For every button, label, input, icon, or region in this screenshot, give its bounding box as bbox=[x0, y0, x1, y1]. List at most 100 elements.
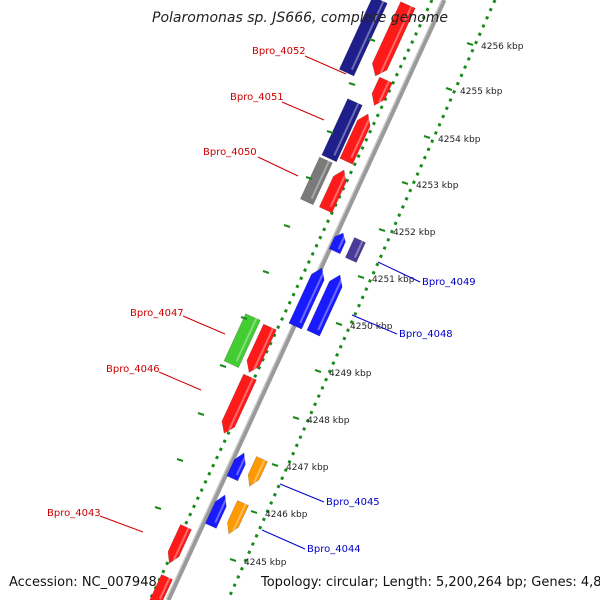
gene-leader-line bbox=[351, 314, 398, 335]
scale-tick bbox=[229, 558, 237, 562]
gene-feature-highlight bbox=[317, 275, 344, 331]
genome-summary-text: Topology: circular; Length: 5,200,264 bp… bbox=[261, 575, 600, 590]
gene-label[interactable]: Bpro_4047 bbox=[130, 308, 184, 319]
minor-tick bbox=[219, 364, 227, 368]
scale-tick bbox=[271, 463, 279, 467]
gene-feature-highlight bbox=[235, 453, 248, 476]
gene-leader-line bbox=[182, 315, 226, 335]
minor-tick bbox=[326, 130, 334, 134]
minor-tick bbox=[283, 224, 291, 228]
gene-feature-highlight bbox=[235, 318, 258, 362]
gene-feature-highlight bbox=[232, 503, 247, 531]
scale-label: 4253 kbp bbox=[416, 181, 459, 191]
gene-feature-highlight bbox=[158, 577, 171, 600]
gene-feature-navy[interactable] bbox=[338, 0, 388, 77]
scale-label: 4248 kbp bbox=[307, 416, 350, 426]
gene-feature-red[interactable] bbox=[371, 76, 393, 106]
scale-label: 4256 kbp bbox=[481, 42, 524, 52]
gene-features bbox=[149, 0, 416, 600]
gene-leader-line bbox=[158, 371, 202, 391]
gene-leader-line bbox=[279, 483, 325, 503]
gene-feature-blue[interactable] bbox=[288, 267, 325, 330]
scale-tick bbox=[401, 181, 409, 185]
outer-dotted-ring bbox=[148, 0, 434, 600]
scale-tick bbox=[335, 322, 343, 326]
scale-tick bbox=[314, 369, 322, 373]
minor-tick bbox=[348, 82, 356, 86]
gene-feature-highlight bbox=[350, 1, 385, 71]
scale-label: 4247 kbp bbox=[286, 463, 329, 473]
minor-tick bbox=[176, 458, 184, 462]
gene-feature-red[interactable] bbox=[167, 524, 192, 564]
gene-feature-highlight bbox=[379, 6, 413, 74]
gene-label[interactable]: Bpro_4052 bbox=[252, 46, 306, 57]
gene-feature-purple[interactable] bbox=[345, 237, 366, 263]
gene-leader-line bbox=[377, 261, 421, 283]
gene-feature-red[interactable] bbox=[339, 113, 371, 165]
scale-tick bbox=[292, 416, 300, 420]
accession-text: Accession: NC_007948 bbox=[9, 575, 157, 590]
scale-tick bbox=[378, 228, 386, 232]
scale-label: 4251 kbp bbox=[372, 275, 415, 285]
scale-ticks: 4256 kbp 4255 kbp 4254 kbp 4253 kbp 4252 kbp… bbox=[154, 38, 524, 568]
gene-feature-highlight bbox=[333, 103, 360, 156]
gene-feature-highlight bbox=[172, 527, 190, 561]
scale-tick bbox=[445, 87, 453, 91]
minor-tick bbox=[262, 270, 270, 274]
gene-feature-highlight bbox=[253, 327, 274, 370]
gene-feature-highlight bbox=[350, 114, 372, 159]
gene-label[interactable]: Bpro_4046 bbox=[106, 364, 160, 375]
gene-feature-highlight bbox=[329, 170, 348, 208]
inner-dotted-ring bbox=[226, 0, 497, 600]
gene-feature-red[interactable] bbox=[246, 323, 277, 373]
gene-label-layer: Bpro_4052 Bpro_4051 Bpro_4050 Bpro_4049 Bpro… bbox=[47, 46, 476, 555]
gene-label[interactable]: Bpro_4049 bbox=[422, 277, 476, 288]
minor-tick bbox=[368, 38, 376, 42]
gene-feature-orange[interactable] bbox=[247, 456, 268, 487]
gene-feature-navy[interactable] bbox=[321, 98, 363, 163]
gene-leader-line bbox=[99, 515, 144, 533]
gene-leader-line bbox=[281, 101, 325, 121]
gene-feature-gray[interactable] bbox=[300, 156, 333, 206]
gene-leader-line bbox=[257, 156, 299, 177]
gene-label[interactable]: Bpro_4045 bbox=[326, 497, 380, 508]
gene-leader-line bbox=[261, 529, 306, 550]
gene-feature-red[interactable] bbox=[371, 1, 416, 77]
scale-tick bbox=[250, 510, 258, 514]
scale-tick bbox=[357, 275, 365, 279]
minor-tick bbox=[154, 506, 162, 510]
gene-feature-blue[interactable] bbox=[226, 452, 246, 482]
scale-label: 4250 kbp bbox=[350, 322, 393, 332]
gene-feature-red[interactable] bbox=[221, 373, 257, 434]
gene-feature-red[interactable] bbox=[318, 169, 347, 214]
gene-feature-highlight bbox=[253, 459, 266, 484]
gene-feature-highlight bbox=[378, 80, 390, 103]
gene-label[interactable]: Bpro_4050 bbox=[203, 147, 257, 158]
gene-label[interactable]: Bpro_4043 bbox=[47, 508, 101, 519]
gene-feature-highlight bbox=[310, 160, 330, 200]
gene-feature-blue[interactable] bbox=[306, 274, 343, 337]
gene-feature-highlight bbox=[353, 240, 364, 259]
scale-label: 4252 kbp bbox=[393, 228, 436, 238]
gene-feature-green[interactable] bbox=[223, 313, 261, 368]
gene-label[interactable]: Bpro_4044 bbox=[307, 544, 361, 555]
gene-leader-line bbox=[304, 55, 347, 75]
minor-tick bbox=[197, 412, 205, 416]
scale-label: 4249 kbp bbox=[329, 369, 372, 379]
gene-feature-blue[interactable] bbox=[328, 232, 346, 255]
minor-tick bbox=[240, 316, 248, 320]
gene-label[interactable]: Bpro_4051 bbox=[230, 92, 284, 103]
scale-label: 4255 kbp bbox=[460, 87, 503, 97]
gene-feature-orange[interactable] bbox=[227, 500, 249, 535]
map-title: Polaromonas sp. JS666, complete genome bbox=[152, 10, 448, 26]
gene-feature-highlight bbox=[299, 268, 326, 324]
scale-tick bbox=[466, 42, 474, 46]
scale-label: 4254 kbp bbox=[438, 135, 481, 145]
scale-label: 4245 kbp bbox=[244, 558, 287, 568]
scale-label: 4246 kbp bbox=[265, 510, 308, 520]
gene-label[interactable]: Bpro_4048 bbox=[399, 329, 453, 340]
gene-feature-blue[interactable] bbox=[204, 494, 227, 529]
gene-feature-highlight bbox=[337, 233, 347, 250]
